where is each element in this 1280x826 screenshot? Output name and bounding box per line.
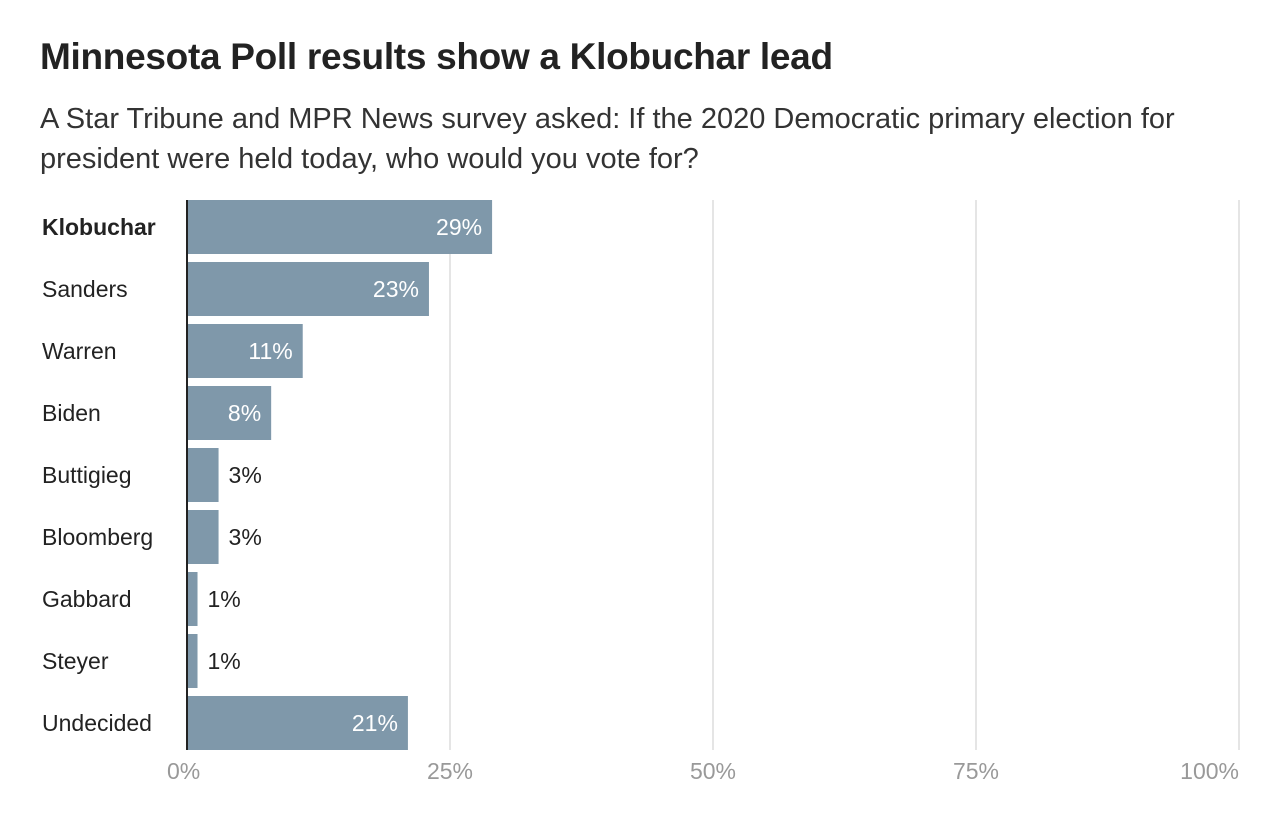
data-label: 1% <box>208 648 241 674</box>
category-label: Biden <box>42 400 101 426</box>
x-tick-label: 100% <box>1180 758 1239 784</box>
x-tick-label: 50% <box>690 758 736 784</box>
category-label: Steyer <box>42 648 109 674</box>
bar <box>187 510 219 564</box>
data-label: 11% <box>248 338 292 364</box>
category-label: Bloomberg <box>42 524 153 550</box>
data-label: 29% <box>436 214 482 240</box>
data-label: 8% <box>228 400 261 426</box>
bar <box>187 572 198 626</box>
data-label: 21% <box>352 710 398 736</box>
category-label: Buttigieg <box>42 462 132 488</box>
category-label: Undecided <box>42 710 152 736</box>
bar <box>187 634 198 688</box>
bar <box>187 448 219 502</box>
category-label: Warren <box>42 338 117 364</box>
x-tick-label: 75% <box>953 758 999 784</box>
data-label: 3% <box>229 524 262 550</box>
data-label: 3% <box>229 462 262 488</box>
category-label: Klobuchar <box>42 214 156 240</box>
data-label: 1% <box>208 586 241 612</box>
x-tick-label: 25% <box>427 758 473 784</box>
category-label: Gabbard <box>42 586 132 612</box>
data-label: 23% <box>373 276 419 302</box>
category-label: Sanders <box>42 276 128 302</box>
x-tick-label: 0% <box>167 758 200 784</box>
